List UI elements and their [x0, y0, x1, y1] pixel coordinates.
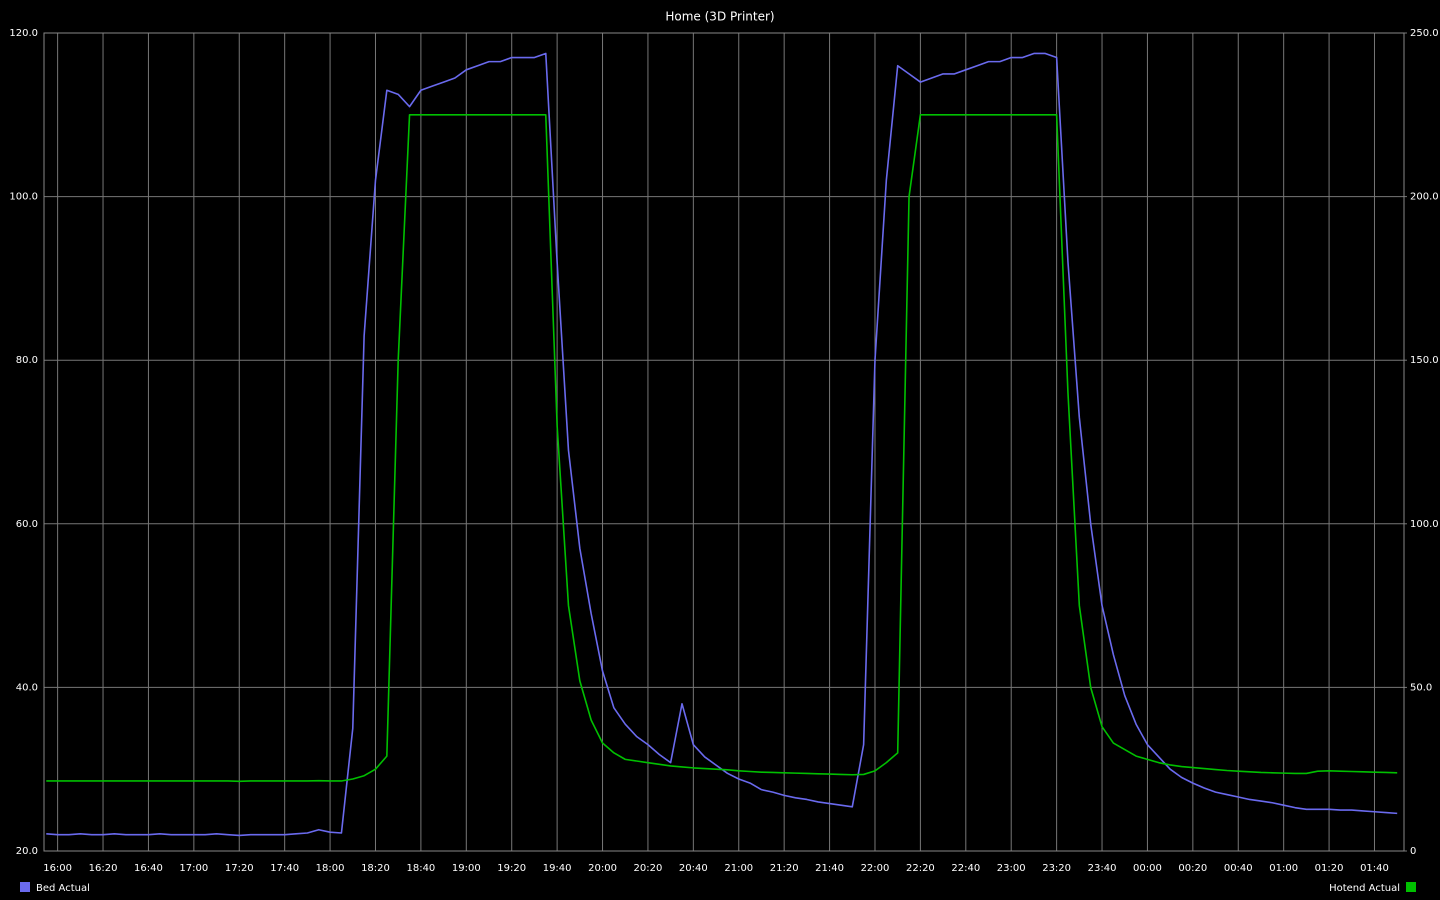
y-tick-label: 40.0	[16, 682, 38, 693]
x-tick-label: 00:00	[1133, 863, 1162, 874]
x-tick-label: 00:40	[1224, 863, 1253, 874]
x-tick-label: 16:20	[89, 863, 118, 874]
y-tick-label: 60.0	[16, 519, 38, 530]
x-tick-label: 17:20	[225, 863, 254, 874]
x-tick-label: 01:20	[1315, 863, 1344, 874]
x-tick-label: 22:20	[906, 863, 935, 874]
x-tick-label: 20:40	[679, 863, 708, 874]
y2-tick-label: 250.0	[1410, 28, 1439, 39]
x-tick-label: 00:20	[1178, 863, 1207, 874]
x-tick-label: 23:20	[1042, 863, 1071, 874]
x-tick-label: 18:40	[406, 863, 435, 874]
x-tick-label: 21:40	[815, 863, 844, 874]
y2-tick-label: 200.0	[1410, 192, 1439, 203]
x-tick-label: 22:40	[951, 863, 980, 874]
x-tick-label: 01:40	[1360, 863, 1389, 874]
x-tick-label: 18:00	[316, 863, 345, 874]
y2-tick-label: 150.0	[1410, 355, 1439, 366]
y-tick-label: 100.0	[9, 192, 38, 203]
x-tick-label: 21:00	[724, 863, 753, 874]
y-tick-label: 20.0	[16, 846, 38, 857]
x-tick-label: 17:40	[270, 863, 299, 874]
y-tick-label: 80.0	[16, 355, 38, 366]
legend-swatch	[1406, 882, 1416, 892]
x-tick-label: 20:20	[634, 863, 663, 874]
x-tick-label: 19:00	[452, 863, 481, 874]
x-tick-label: 17:00	[179, 863, 208, 874]
x-tick-label: 19:40	[543, 863, 572, 874]
y2-tick-label: 50.0	[1410, 682, 1432, 693]
y-tick-label: 120.0	[9, 28, 38, 39]
legend-label: Hotend Actual	[1329, 883, 1400, 894]
x-tick-label: 23:40	[1088, 863, 1117, 874]
legend-swatch	[20, 882, 30, 892]
x-tick-label: 01:00	[1269, 863, 1298, 874]
x-tick-label: 21:20	[770, 863, 799, 874]
y2-tick-label: 0	[1410, 846, 1416, 857]
y2-tick-label: 100.0	[1410, 519, 1439, 530]
plot-frame	[43, 32, 1405, 852]
x-tick-label: 16:40	[134, 863, 163, 874]
x-tick-label: 20:00	[588, 863, 617, 874]
x-tick-label: 18:20	[361, 863, 390, 874]
x-tick-label: 23:00	[997, 863, 1026, 874]
x-tick-label: 16:00	[43, 863, 72, 874]
chart-title: Home (3D Printer)	[665, 10, 774, 24]
legend-label: Bed Actual	[36, 883, 90, 894]
series-line	[46, 114, 1398, 783]
x-tick-label: 22:00	[861, 863, 890, 874]
x-tick-label: 19:20	[497, 863, 526, 874]
